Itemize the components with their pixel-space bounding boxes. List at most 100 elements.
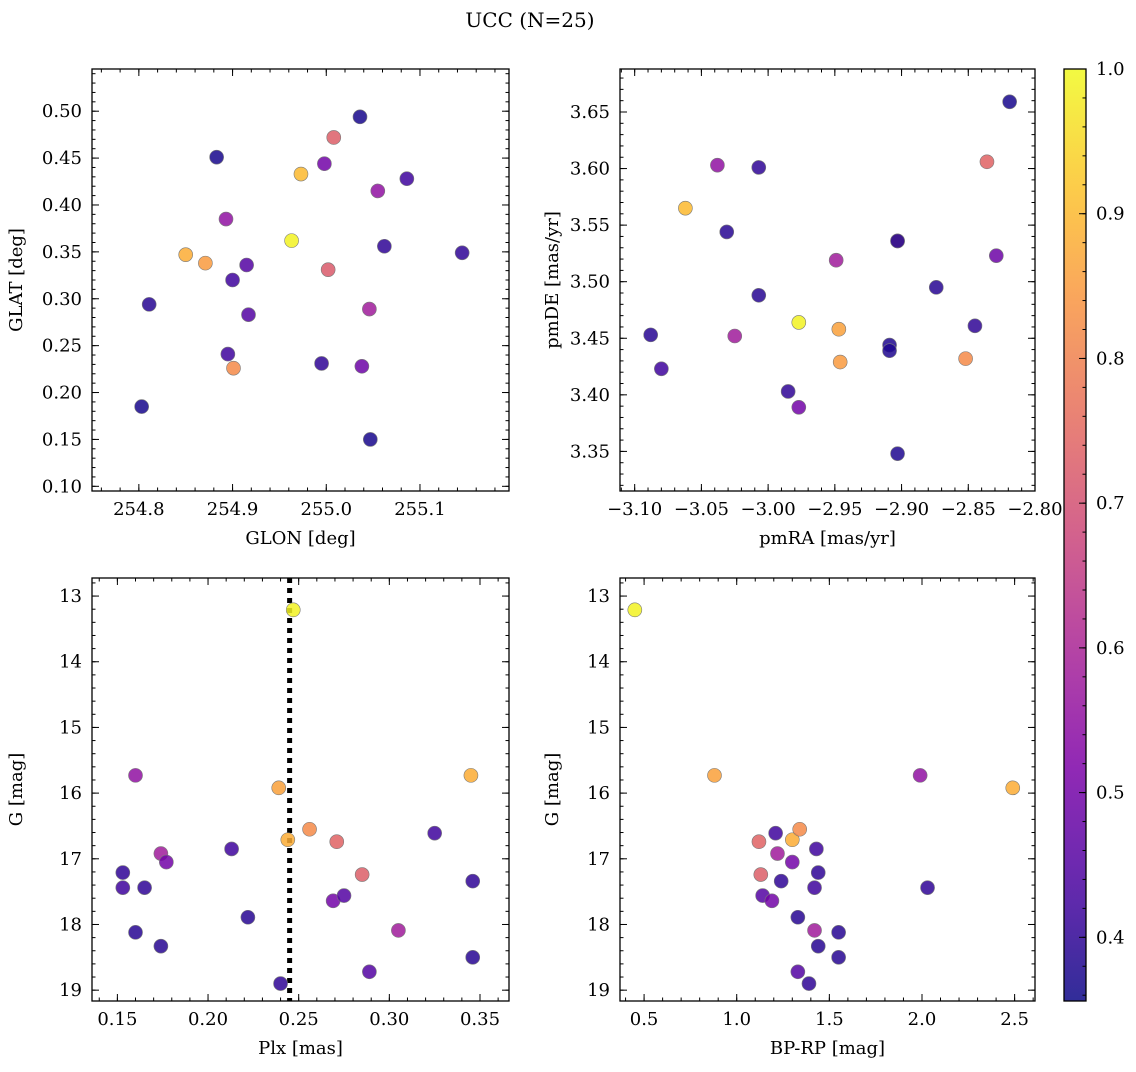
data-point [352,109,368,125]
data-point [807,880,822,895]
y-tick-label: 0.15 [42,429,82,450]
data-point [801,976,817,991]
data-point [890,446,905,461]
data-point [828,252,844,268]
ticks [620,69,1036,491]
data-point [302,821,317,837]
data-point [285,602,301,618]
x-tick-label: −2.95 [807,499,862,520]
y-tick-label: 0.30 [42,289,82,310]
data-point [198,255,213,271]
colorbar-tick-label: 0.4 [1096,927,1125,948]
data-point [465,873,481,889]
data-point [831,950,846,965]
panel-glon-glat: 254.8 254.9 255.0 255.1 0.10 0.15 0.20 0.25 0.30… [6,68,510,549]
data-point [678,200,693,216]
data-point [317,156,332,172]
data-point [399,171,415,187]
data-point [363,432,378,447]
y-tick-label: 3.60 [570,159,610,180]
panel-pmra-pmde: −3.10 −3.05 −3.00 −2.95 −2.90 −2.85 −2.80 3.35 3… [542,68,1063,549]
data-point [807,923,822,938]
data-point [831,321,847,337]
data-point [320,262,336,277]
ticks [92,69,509,491]
data-point [707,768,722,783]
data-point [427,825,442,841]
data-point [336,888,352,903]
data-point [354,358,370,374]
y-tick-label: 18 [59,914,82,935]
data-point [654,361,669,377]
y-tick-label: 17 [59,849,82,870]
data-point [314,356,329,371]
panel-plx-g: 0.15 0.20 0.25 0.30 0.35 13 14 15 16 17 18 19 Plx [m… [6,577,510,1059]
y-tick-label: 16 [587,783,610,804]
colorbar-gradient [1063,68,1087,1002]
x-tick-label: 254.8 [113,499,165,520]
y-tick-label: 3.40 [570,385,610,406]
data-point [225,272,240,288]
data-point [273,976,288,991]
y-tick-label: 15 [59,717,82,738]
y-tick-label: 0.40 [42,195,82,216]
y-tick-label: 17 [587,849,610,870]
data-point [463,768,479,783]
x-axis-label: pmRA [mas/yr] [759,528,896,549]
y-tick-label: 0.10 [42,476,82,497]
data-point [831,925,846,940]
y-axis-label: GLAT [deg] [6,228,27,332]
data-point [989,248,1004,263]
scatter-points [115,602,481,991]
data-point [354,867,370,882]
x-tick-label: 0.5 [630,1009,659,1030]
data-point [326,130,342,145]
data-point [370,183,386,199]
data-point [329,834,345,850]
data-point [128,925,143,940]
data-point [753,867,769,882]
x-axis-label: GLON [deg] [245,528,355,549]
x-tick-label: 0.20 [188,1009,228,1030]
y-axis-label: G [mag] [6,753,27,826]
x-tick-label: 255.0 [301,499,353,520]
data-point [751,834,767,850]
data-point [784,832,800,848]
data-point [920,880,935,895]
data-point [809,841,824,857]
axes-frame [619,577,1036,1002]
y-tick-label: 0.50 [42,101,82,122]
y-tick-label: 0.25 [42,336,82,357]
data-point [928,280,944,295]
colorbar-tick-label: 0.6 [1096,638,1125,659]
data-point [362,301,377,317]
data-point [810,865,826,880]
data-point [220,346,236,362]
panel-bprp-g: 0.5 1.0 1.5 2.0 2.5 13 14 15 16 17 18 19 BP-RP [mag]… [542,577,1036,1059]
data-point [153,938,169,954]
figure-title: UCC (N=25) [465,8,594,32]
data-point [465,950,481,965]
data-point [751,160,767,175]
data-point [882,343,897,359]
scatter-points [627,602,1021,991]
data-point [391,923,406,938]
data-point [719,224,735,240]
y-axis-label: pmDE [mas/yr] [542,211,563,349]
y-tick-label: 14 [587,652,610,673]
data-point [810,938,826,954]
data-point [643,327,658,343]
data-point [128,768,143,783]
x-tick-label: −3.00 [741,499,796,520]
axes-frame [619,68,1036,492]
y-tick-label: 3.45 [570,328,610,349]
data-point [751,287,767,303]
x-tick-label: −2.80 [1007,499,1062,520]
axes-frame [91,68,510,492]
data-point [115,865,131,880]
y-axis-label: G [mag] [542,753,563,826]
data-point [284,233,299,248]
data-point [784,854,800,870]
data-point [178,247,194,262]
